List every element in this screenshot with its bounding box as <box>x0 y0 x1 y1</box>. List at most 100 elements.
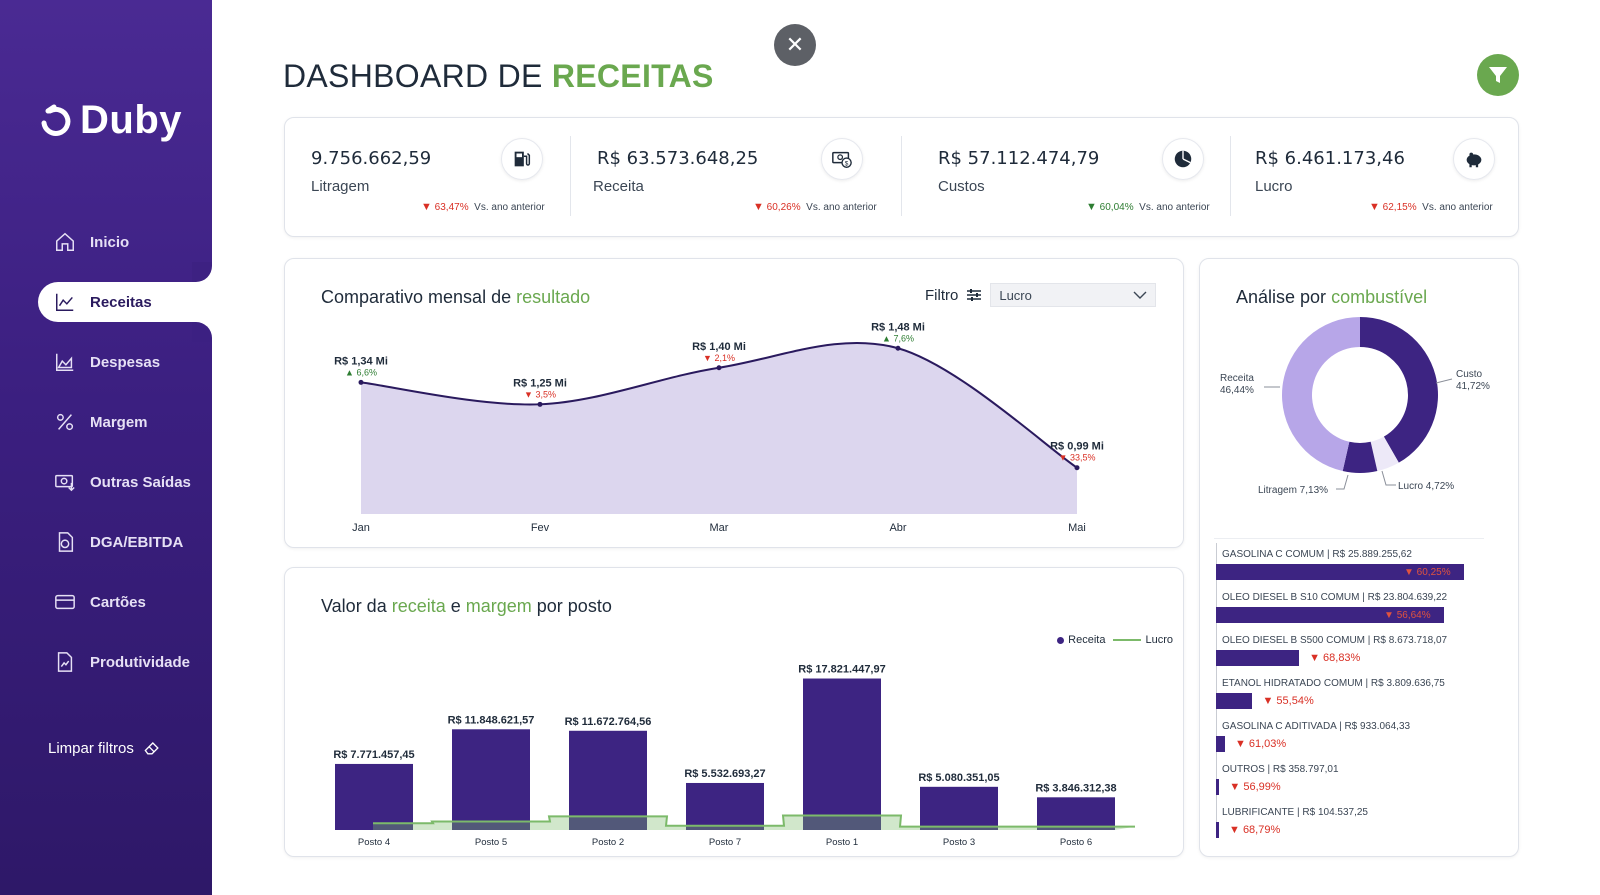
eraser-icon <box>144 742 159 755</box>
kpi-label: Receita <box>593 178 644 195</box>
fuel-item[interactable]: GASOLINA C ADITIVADA | R$ 933.064,33 ▼ 61… <box>1216 721 1506 764</box>
data-point <box>358 379 364 385</box>
home-icon <box>56 232 74 251</box>
fuel-bar <box>1216 736 1225 752</box>
page-title-prefix: DASHBOARD DE <box>283 58 552 94</box>
document-money-icon <box>58 532 74 552</box>
x-tick-label: Posto 6 <box>1060 837 1092 848</box>
piggy-bank-icon <box>1466 152 1482 168</box>
data-label: R$ 1,34 Mi <box>334 355 388 367</box>
money-out-icon <box>55 474 75 492</box>
sidebar-item-despesas[interactable]: Despesas <box>38 342 212 382</box>
line-chart-icon <box>56 293 74 311</box>
fuel-item[interactable]: OLEO DIESEL B S10 COMUM | R$ 23.804.639,… <box>1216 592 1506 635</box>
kpi-delta: ▼ 60,04% Vs. ano anterior <box>1086 201 1210 213</box>
data-label: R$ 11.672.764,56 <box>565 716 652 728</box>
x-tick-label: Posto 1 <box>826 837 858 848</box>
fuel-label: OUTROS | R$ 358.797,01 <box>1222 764 1339 775</box>
kpi-icon <box>1453 138 1495 180</box>
data-label: R$ 5.080.351,05 <box>918 772 999 784</box>
close-button[interactable]: ✕ <box>774 24 816 66</box>
fuel-item[interactable]: OUTROS | R$ 358.797,01 ▼ 56,99% <box>1216 764 1506 807</box>
close-icon: ✕ <box>785 32 805 57</box>
fuel-bar <box>1216 607 1445 623</box>
sidebar-item-label: Outras Saídas <box>90 473 191 491</box>
clear-filters-button[interactable]: Limpar filtros <box>48 738 162 758</box>
sidebar-item-outras-saidas[interactable]: Outras Saídas <box>38 462 212 502</box>
fuel-bar <box>1216 650 1300 666</box>
legend-lucro-marker <box>1113 639 1142 641</box>
svg-text:$: $ <box>845 160 849 167</box>
leader-line <box>1435 378 1453 384</box>
station-chart-title: Valor da receita e margem por posto <box>321 596 612 616</box>
sidebar-item-produtividade[interactable]: Produtividade <box>38 642 212 682</box>
area-chart-icon <box>56 353 74 371</box>
fuel-change: ▼ 56,99% <box>1229 781 1281 793</box>
fuel-label: OLEO DIESEL B S10 COMUM | R$ 23.804.639,… <box>1222 592 1448 603</box>
fuel-label: OLEO DIESEL B S500 COMUM | R$ 8.673.718,… <box>1222 635 1448 646</box>
slice-label: Custo <box>1456 369 1483 380</box>
slice-label: Litragem 7,13% <box>1258 485 1328 496</box>
fuel-analysis-card: Análise por combustível Receita 46,44% Cus… <box>1199 258 1519 857</box>
fuel-change: ▼ 60,25% <box>1404 566 1451 578</box>
station-revenue-card: Valor da receita e margem por posto Rece… <box>284 567 1184 857</box>
fuel-pump-icon <box>514 151 531 167</box>
kpi-value: R$ 6.461.173,46 <box>1255 148 1405 169</box>
sidebar-item-receitas[interactable]: Receitas <box>38 282 212 322</box>
page-title: DASHBOARD DE RECEITAS <box>283 58 714 95</box>
fuel-item[interactable]: OLEO DIESEL B S500 COMUM | R$ 8.673.718,… <box>1216 635 1506 678</box>
report-icon <box>57 652 73 672</box>
filter-button[interactable] <box>1477 54 1519 96</box>
sidebar-item-margem[interactable]: Margem <box>38 402 212 442</box>
legend-receita: Receita <box>1068 634 1106 646</box>
station-bar-chart: R$ 7.771.457,45 Posto 4 R$ 11.848.621,57 Po… <box>333 664 1135 848</box>
area-fill <box>361 342 1077 514</box>
monthly-filter: Filtro Lucro <box>925 283 1157 307</box>
data-label: R$ 11.848.621,57 <box>448 714 535 726</box>
data-label: R$ 17.821.447,97 <box>798 664 885 676</box>
fuel-change: ▼ 56,64% <box>1384 609 1431 621</box>
kpi-icon <box>501 138 543 180</box>
data-point <box>716 365 722 371</box>
x-tick-label: Mai <box>1068 522 1086 534</box>
legend-lucro: Lucro <box>1145 634 1173 646</box>
fuel-change: ▼ 61,03% <box>1234 738 1287 750</box>
data-label: R$ 1,25 Mi <box>513 377 567 389</box>
monthly-result-card: Comparativo mensal de resultado Filtro L… <box>284 258 1184 548</box>
filter-label: Filtro <box>925 286 959 304</box>
sidebar-item-inicio[interactable]: Inicio <box>38 222 212 262</box>
donut-slice <box>1360 317 1438 463</box>
kpi-value: R$ 57.112.474,79 <box>938 148 1100 169</box>
fuel-item[interactable]: GASOLINA C COMUM | R$ 25.889.255,62 ▼ 60,… <box>1216 549 1506 592</box>
bar <box>1037 797 1115 830</box>
dropdown-value: Lucro <box>999 287 1032 303</box>
data-label: R$ 1,40 Mi <box>692 341 746 353</box>
fuel-bar <box>1216 822 1219 838</box>
station-legend: Receita Lucro <box>1057 634 1173 646</box>
data-label: R$ 0,99 Mi <box>1050 441 1104 453</box>
kpi-litragem: 9.756.662,59 Litragem ▼ 63,47% Vs. ano a… <box>285 118 570 236</box>
fuel-item[interactable]: ETANOL HIDRATADO COMUM | R$ 3.809.636,75… <box>1216 678 1506 721</box>
sidebar-item-label: Produtividade <box>90 653 191 671</box>
fuel-label: GASOLINA C COMUM | R$ 25.889.255,62 <box>1222 549 1412 560</box>
credit-card-icon <box>55 594 75 610</box>
kpi-delta: ▼ 60,26% Vs. ano anterior <box>753 201 877 213</box>
fuel-bar <box>1216 564 1464 580</box>
donut-slice <box>1282 317 1360 472</box>
slice-value: 46,44% <box>1220 385 1254 396</box>
fuel-change: ▼ 68,79% <box>1229 824 1281 836</box>
sidebar-item-dga-ebitda[interactable]: DGA/EBITDA <box>38 522 212 562</box>
lucro-line <box>373 814 1135 828</box>
metric-dropdown[interactable]: Lucro <box>990 283 1157 307</box>
kpi-label: Custos <box>938 178 985 195</box>
monthly-area-chart: R$ 1,34 Mi▲ 6,6% Jan R$ 1,25 Mi▼ 3,5% Fev R$… <box>334 321 1104 534</box>
sidebar-item-cartoes[interactable]: Cartões <box>38 582 212 622</box>
sidebar-item-label: Cartões <box>90 593 146 611</box>
sidebar: Duby Inicio Receitas Despesas Margem Out… <box>0 0 212 895</box>
kpi-value: R$ 63.573.648,25 <box>597 148 759 169</box>
fuel-item[interactable]: LUBRIFICANTE | R$ 104.537,25 ▼ 68,79% <box>1216 807 1506 850</box>
legend-receita-marker <box>1057 636 1065 644</box>
x-tick-label: Posto 3 <box>943 837 975 848</box>
kpi-icon <box>1162 138 1204 180</box>
kpi-delta: ▼ 62,15% Vs. ano anterior <box>1369 201 1493 213</box>
